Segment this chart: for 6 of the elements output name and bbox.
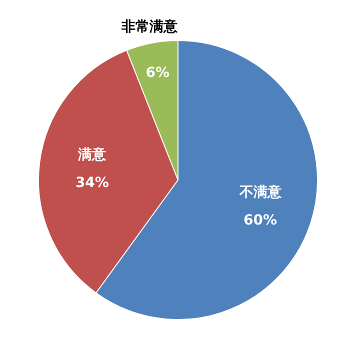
data-label: 6% — [146, 64, 170, 81]
data-label: 34% — [75, 174, 109, 191]
slice-label: 不满意 — [238, 183, 282, 200]
slice-label: 非常满意 — [120, 18, 179, 35]
data-label: 60% — [244, 212, 278, 228]
slice-label: 满意 — [77, 146, 108, 163]
